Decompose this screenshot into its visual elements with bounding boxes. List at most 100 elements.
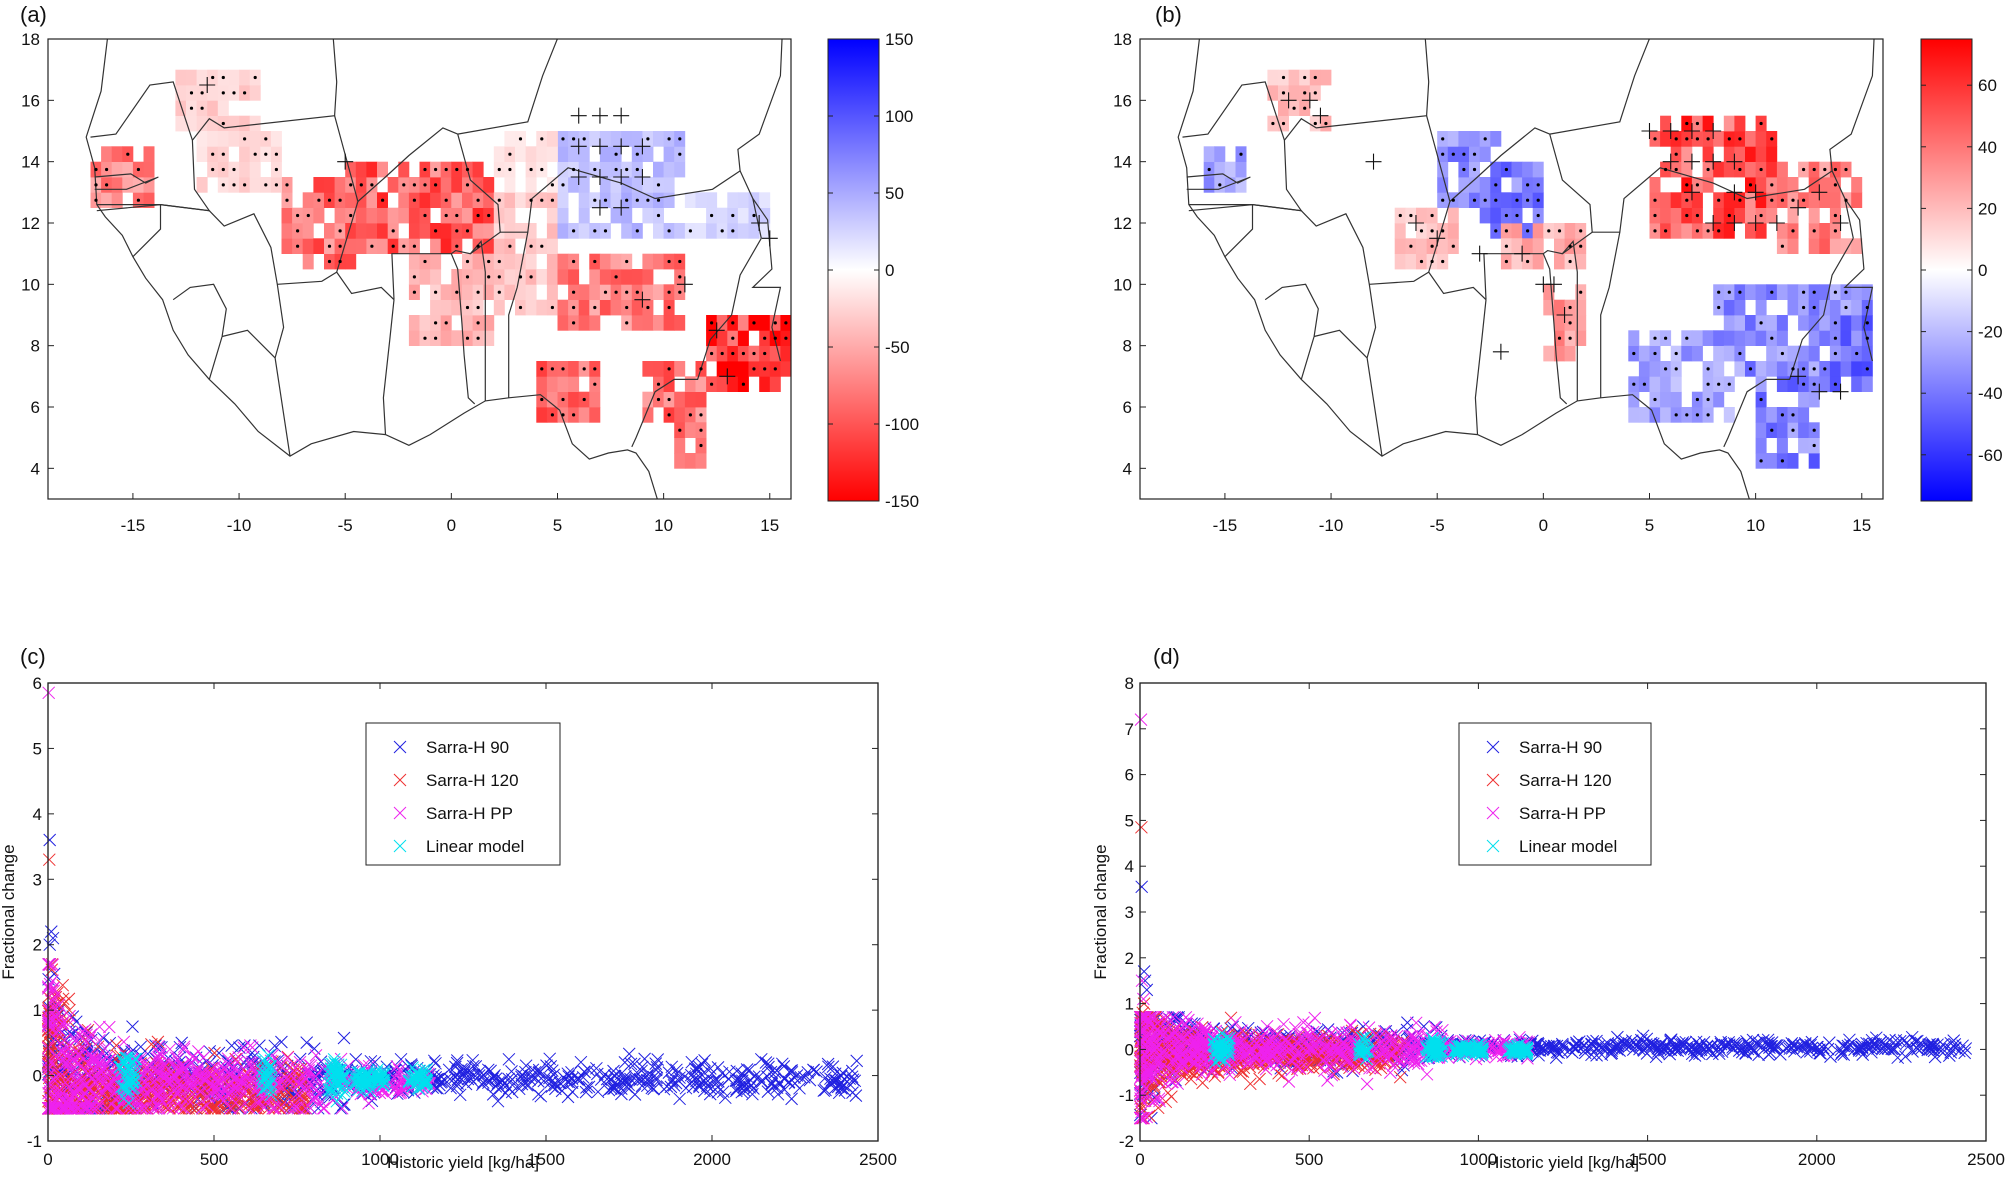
significance-dot [243,91,247,95]
plus-marker [1683,184,1700,201]
significance-dot [94,167,98,172]
grid-cell [398,161,410,178]
scatter-point [837,1072,851,1086]
country-border [1474,299,1487,435]
significance-dot [603,229,608,233]
significance-dot [1472,198,1477,202]
significance-dot [136,198,140,202]
grid-cell [1660,391,1672,408]
grid-cell [419,315,431,331]
grid-cell [1214,161,1226,178]
significance-dot [603,198,608,202]
scatter-point [579,1085,593,1099]
plus-marker [1747,215,1764,231]
significance-dot [1738,198,1742,202]
grid-cell [440,177,452,193]
grid-cell [313,177,325,193]
grid-cell [1479,146,1491,162]
scatter-point [673,1092,686,1106]
significance-dot [296,229,300,233]
y-tick-label: 14 [21,153,40,172]
scatter-point [807,1063,820,1077]
scatter-point [699,1076,713,1090]
scatter-point [97,1031,110,1045]
grid-cell [1755,437,1767,454]
grid-cell [196,131,208,147]
significance-dot [784,336,788,340]
grid-cell [1840,345,1852,362]
x-tick-label: 0 [43,1150,52,1169]
significance-dot [656,382,661,386]
scatter-point [689,1067,703,1081]
significance-dot [1664,229,1668,233]
y-tick-label: 0 [33,1067,42,1086]
grid-cell [653,361,664,377]
scatter-point [785,1064,799,1077]
scatter-point [163,1042,177,1056]
plus-marker [1705,215,1722,231]
significance-dot [1653,351,1657,356]
grid-cell [589,269,601,285]
significance-dot [412,183,416,187]
plus-marker [1407,215,1424,231]
grid-cell [578,315,590,331]
grid-cell [621,269,633,285]
scatter-point [93,1020,106,1034]
map-a-significance-markers [94,75,788,448]
significance-dot [646,198,650,202]
significance-dot [274,183,278,187]
grid-cell [196,69,208,86]
grid-cell [663,376,675,392]
grid-cell [408,330,420,346]
country-border [1186,173,1251,190]
y-tick-label: 16 [21,91,40,110]
scatter-point [61,1018,75,1032]
grid-cell [483,192,495,208]
scatter-point [532,1066,546,1080]
grid-cell [366,161,378,178]
scatter-point [664,1080,678,1094]
significance-dot [1812,367,1816,371]
scatter-point [268,1101,282,1115]
plus-marker [1811,184,1828,201]
significance-dot [752,367,756,371]
significance-dot [434,321,438,325]
grid-cell [1819,223,1831,239]
grid-cell [1638,345,1650,362]
significance-dot [1780,198,1784,202]
grid-cell [1723,115,1735,132]
scatter-point [57,1041,70,1055]
y-tick-label: 3 [33,870,42,889]
grid-cell [1490,131,1502,147]
plus-marker [1365,153,1382,170]
significance-dot [731,351,735,356]
significance-dot [720,351,724,356]
significance-dot [1685,137,1689,141]
grid-cell [1532,253,1544,270]
grid-cell [578,146,590,162]
grid-cell [1734,315,1746,331]
grid-cell [387,177,399,193]
grid-cell [737,207,749,224]
scatter-point [201,1101,214,1115]
significance-dot [550,367,555,371]
grid-cell [1808,345,1820,362]
grid-cell [143,192,155,208]
grid-cell [706,192,718,208]
significance-dot [529,275,533,279]
significance-dot [1812,305,1816,310]
grid-cell [568,177,580,193]
significance-dot [1632,382,1636,386]
country-border [1313,329,1368,359]
significance-dot [699,367,703,371]
significance-dot [1844,305,1848,310]
country-border [221,329,276,359]
scatter-point [618,1075,631,1088]
grid-cell [1405,253,1417,270]
grid-cell [536,299,548,316]
grid-cell [1628,391,1640,408]
outlier-point [788,1077,802,1090]
map-b-frame [1139,38,1884,500]
grid-cell [642,177,654,193]
grid-cell [281,207,293,224]
